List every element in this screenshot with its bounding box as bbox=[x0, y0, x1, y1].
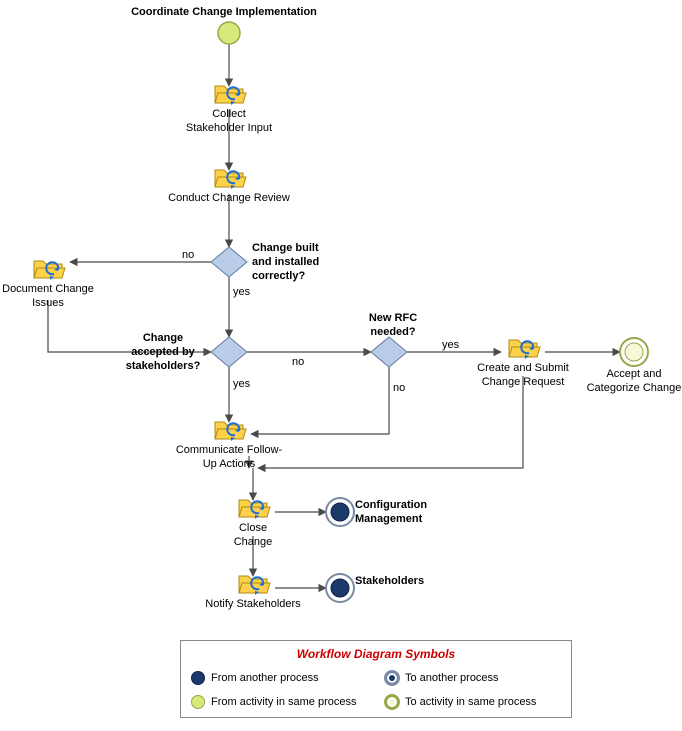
end-label: Stakeholders bbox=[355, 575, 465, 589]
end-label: Accept and Categorize Change bbox=[574, 368, 682, 396]
legend-item: From activity in same process bbox=[191, 695, 367, 709]
activity-label: Notify Stakeholders bbox=[183, 598, 323, 612]
activity-label: Close Change bbox=[183, 522, 323, 550]
activity-label: Conduct Change Review bbox=[159, 192, 299, 206]
legend-swatch bbox=[385, 695, 399, 709]
activity-label: Document Change Issues bbox=[0, 283, 118, 311]
legend-label: From activity in same process bbox=[211, 696, 356, 708]
activity-label: Collect Stakeholder Input bbox=[159, 108, 299, 136]
diagram-title: Coordinate Change Implementation bbox=[124, 6, 324, 20]
edge-label: yes bbox=[442, 339, 459, 351]
legend-item: To another process bbox=[385, 671, 561, 685]
decision-label: New RFC needed? bbox=[348, 312, 438, 340]
decision-label: Change accepted by stakeholders? bbox=[118, 332, 208, 373]
edge-label: no bbox=[292, 356, 304, 368]
legend-item: From another process bbox=[191, 671, 367, 685]
legend-box: Workflow Diagram Symbols From another pr… bbox=[180, 640, 572, 718]
legend-label: To activity in same process bbox=[405, 696, 536, 708]
legend-item: To activity in same process bbox=[385, 695, 561, 709]
edge-label: yes bbox=[233, 378, 250, 390]
edge-label: no bbox=[182, 249, 194, 261]
edge-label: no bbox=[393, 382, 405, 394]
flowchart-canvas: Workflow Diagram Symbols From another pr… bbox=[0, 0, 682, 731]
legend-swatch bbox=[385, 671, 399, 685]
decision-label: Change built and installed correctly? bbox=[252, 242, 342, 283]
legend-label: To another process bbox=[405, 672, 499, 684]
activity-label: Communicate Follow- Up Actions bbox=[159, 444, 299, 472]
end-label: Configuration Management bbox=[355, 499, 465, 527]
legend-swatch bbox=[191, 671, 205, 685]
legend-swatch bbox=[191, 695, 205, 709]
edge-label: yes bbox=[233, 286, 250, 298]
legend-label: From another process bbox=[211, 672, 319, 684]
legend-grid: From another process To another process Fr… bbox=[191, 667, 561, 709]
activity-label: Create and Submit Change Request bbox=[453, 362, 593, 390]
legend-title: Workflow Diagram Symbols bbox=[191, 647, 561, 661]
